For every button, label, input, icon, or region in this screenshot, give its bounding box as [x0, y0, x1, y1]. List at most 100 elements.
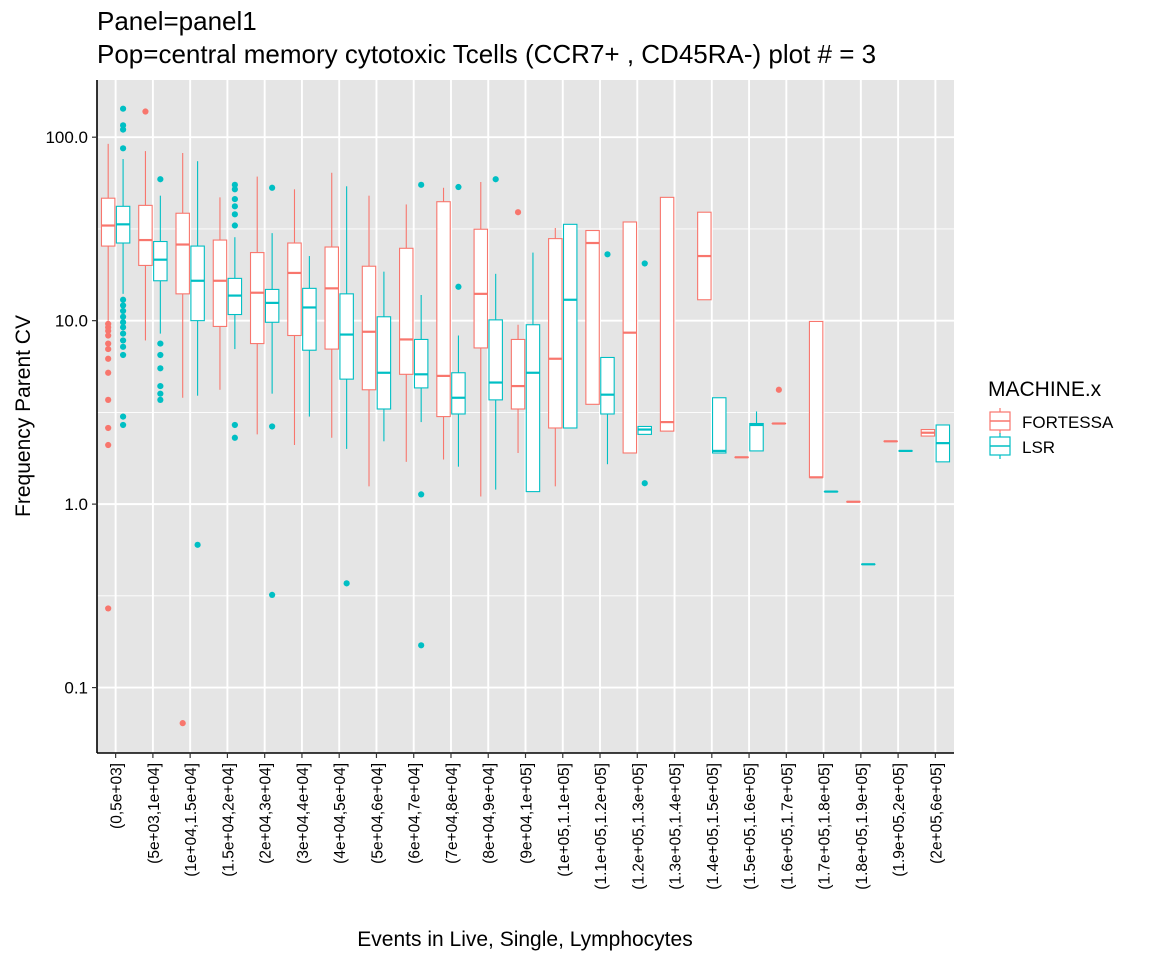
- outlier-point: [119, 296, 127, 303]
- x-tick-label: (5e+04,6e+04]: [369, 763, 386, 864]
- box-fortessa: [399, 204, 414, 462]
- box-body: [562, 223, 578, 429]
- box-fortessa: [697, 211, 712, 301]
- box-lsr: [376, 271, 392, 442]
- box-fortessa: [436, 187, 451, 460]
- box-body: [548, 238, 563, 429]
- outlier-point: [157, 396, 164, 403]
- outlier-point: [492, 176, 499, 183]
- outlier-point: [269, 184, 276, 191]
- outlier-point: [105, 332, 112, 339]
- x-tick-label: (9e+04,1e+05]: [519, 763, 536, 864]
- outlier-point: [105, 369, 112, 376]
- outlier-point: [455, 283, 462, 290]
- outlier-point: [231, 186, 238, 193]
- box-fortessa: [287, 189, 302, 446]
- outlier-point: [157, 390, 164, 397]
- box-body: [339, 293, 354, 380]
- box-lsr: [600, 251, 615, 465]
- box-body: [376, 316, 392, 410]
- box-lsr: [711, 397, 727, 454]
- box-body: [488, 319, 503, 401]
- box-body: [175, 212, 190, 295]
- legend-key-fortessa: [989, 408, 1011, 434]
- outlier-point: [119, 351, 127, 359]
- box-body: [451, 372, 466, 415]
- legend-title: MACHINE.x: [988, 378, 1102, 401]
- x-tick-label: (1e+05,1.1e+05]: [556, 763, 573, 877]
- x-tick-label: (1.9e+05,2e+05]: [891, 763, 908, 877]
- outlier-point: [418, 491, 425, 498]
- box-lsr: [302, 256, 317, 417]
- box-body: [808, 320, 824, 478]
- chart-title: Panel=panel1: [97, 6, 257, 36]
- box-lsr: [190, 161, 205, 548]
- box-fortessa: [324, 172, 340, 438]
- box-fortessa: [138, 108, 153, 341]
- box-lsr: [264, 184, 280, 599]
- x-axis-label: Events in Live, Single, Lymphocytes: [357, 928, 692, 951]
- chart-subtitle: Pop=central memory cytotoxic Tcells (CCR…: [97, 39, 877, 69]
- outlier-point: [119, 337, 127, 344]
- outlier-point: [269, 423, 276, 430]
- outlier-point: [105, 396, 112, 403]
- outlier-point: [157, 365, 164, 372]
- box-body: [525, 324, 541, 493]
- outlier-point: [157, 340, 164, 347]
- outlier-point: [604, 251, 611, 258]
- outlier-point: [775, 386, 782, 393]
- outlier-point: [641, 480, 648, 487]
- box-fortessa: [175, 153, 190, 727]
- x-tick-label: (1.5e+05,1.6e+05]: [742, 763, 759, 890]
- box-body: [659, 196, 675, 432]
- outlier-point: [455, 183, 462, 191]
- outlier-point: [119, 319, 127, 326]
- legend-label-fortessa: FORTESSA: [1022, 413, 1114, 432]
- outlier-point: [119, 302, 127, 309]
- box-body: [264, 288, 280, 323]
- box-body: [510, 338, 526, 410]
- x-axis-ticks: (0,5e+03] (5e+03,1e+04] (1e+04,1.5e+04] (1.…: [109, 753, 945, 890]
- box-fortessa: [920, 428, 936, 437]
- box-body: [361, 265, 377, 391]
- outlier-point: [105, 340, 112, 347]
- outlier-point: [105, 441, 112, 449]
- outlier-point: [119, 413, 127, 420]
- box-body: [249, 252, 265, 345]
- outlier-point: [231, 434, 238, 441]
- outlier-point: [105, 345, 112, 353]
- box-fortessa: [249, 176, 265, 435]
- legend: MACHINE.x FORTESSA LSR: [988, 378, 1114, 459]
- outlier-point: [119, 307, 127, 315]
- box-lsr: [227, 181, 243, 441]
- x-tick-label: (2e+04,3e+04]: [258, 763, 275, 864]
- x-tick-label: (2e+05,6e+05]: [928, 763, 945, 864]
- y-tick-label: 1.0: [64, 495, 88, 514]
- x-tick-label: (5e+03,1e+04]: [146, 763, 163, 864]
- box-body: [585, 229, 600, 405]
- outlier-point: [418, 181, 425, 188]
- outlier-point: [231, 421, 238, 429]
- box-lsr: [451, 183, 466, 467]
- box-lsr: [935, 424, 951, 463]
- box-body: [100, 197, 116, 247]
- box-lsr: [525, 252, 541, 493]
- outlier-point: [119, 324, 127, 331]
- outlier-point: [157, 351, 164, 359]
- box-fortessa: [771, 386, 787, 425]
- x-tick-label: (8e+04,9e+04]: [481, 763, 498, 864]
- x-tick-label: (0,5e+03]: [109, 763, 126, 829]
- outlier-point: [119, 122, 127, 129]
- outlier-point: [179, 720, 186, 727]
- box-lsr: [488, 176, 503, 490]
- box-fortessa: [622, 221, 638, 454]
- outlier-point: [418, 642, 425, 649]
- x-tick-label: (1.4e+05,1.5e+05]: [705, 763, 722, 890]
- outlier-point: [157, 176, 164, 183]
- box-fortessa: [808, 320, 824, 479]
- outlier-point: [142, 108, 149, 115]
- box-lsr: [339, 186, 354, 587]
- outlier-point: [231, 195, 238, 203]
